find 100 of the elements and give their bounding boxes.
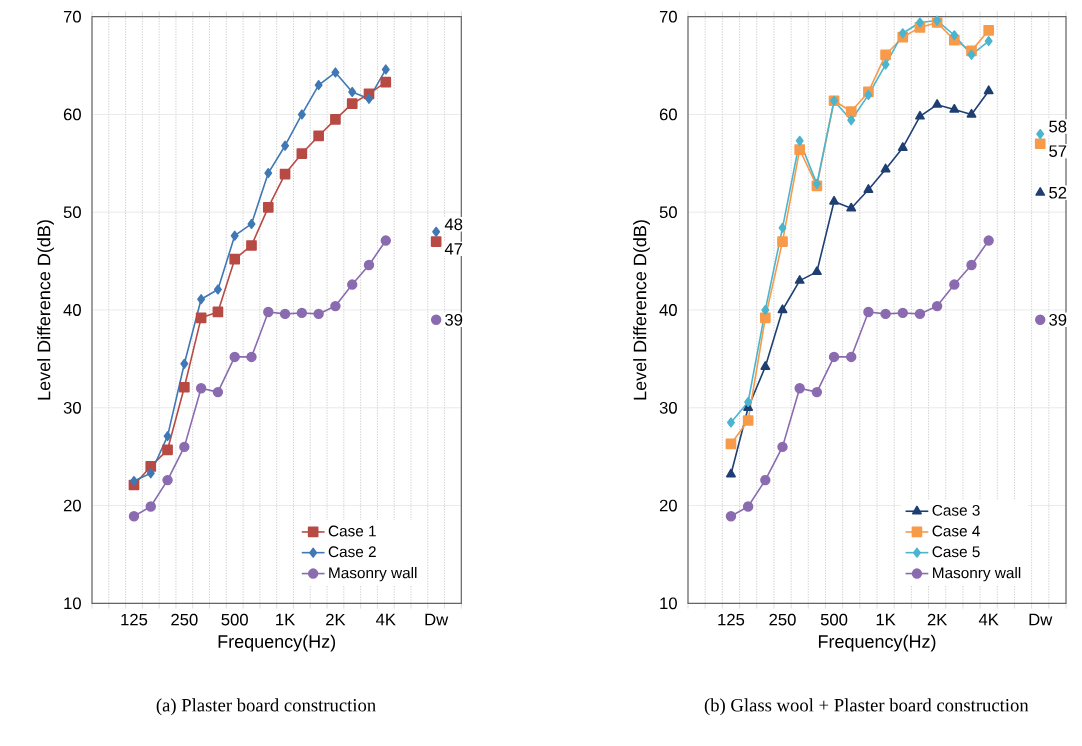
point: [794, 144, 806, 155]
y-tick-label: 50: [659, 206, 677, 219]
point: [914, 308, 926, 320]
x-tick-label: 250: [769, 613, 796, 626]
point: [880, 49, 891, 61]
point: [725, 438, 737, 450]
point: [847, 115, 856, 126]
point: [179, 441, 190, 453]
point: [966, 108, 977, 118]
point: [863, 184, 874, 193]
point: [897, 142, 908, 151]
y-tick-label: 70: [63, 10, 81, 23]
point: [932, 99, 943, 108]
point: [212, 306, 224, 318]
x-axis-title: Frequency(Hz): [818, 634, 936, 652]
point: [759, 312, 771, 324]
point: [966, 259, 977, 271]
point: [880, 163, 891, 173]
x-tick-label: 2K: [927, 613, 948, 626]
point: [983, 235, 994, 246]
point: [950, 30, 959, 41]
point: [162, 474, 173, 486]
point: [863, 306, 874, 318]
legend-label: Case 3: [932, 504, 980, 516]
point: [725, 511, 737, 522]
x-tick-label: 4K: [978, 613, 999, 626]
legend-label: Case 4: [932, 525, 980, 537]
x-tick-label: 125: [718, 613, 745, 626]
point: [949, 103, 960, 113]
point: [195, 312, 207, 324]
point: [179, 381, 190, 393]
point: [898, 28, 907, 39]
point: [897, 307, 908, 319]
point: [264, 168, 273, 179]
y-tick-label: 60: [659, 108, 677, 121]
point: [162, 444, 173, 456]
point: [811, 266, 822, 276]
point: [761, 304, 770, 316]
point: [331, 67, 340, 78]
point: [430, 314, 442, 325]
point: [828, 351, 840, 363]
x-tick-label: 500: [221, 613, 248, 626]
point: [983, 25, 995, 36]
point: [348, 86, 357, 98]
x-tick-label: 500: [820, 613, 848, 626]
point: [846, 351, 857, 363]
point: [777, 441, 788, 453]
legend-label: Case 2: [328, 546, 376, 558]
x-tick-label: 1K: [876, 613, 896, 626]
point: [1036, 128, 1045, 140]
x-axis-title: Frequency(Hz): [218, 634, 336, 652]
x-tick-label: 1K: [276, 613, 296, 626]
data-label: 39: [445, 313, 463, 326]
point: [230, 230, 239, 241]
point: [365, 93, 374, 104]
data-label: 47: [444, 243, 463, 255]
legend-label: Case 5: [932, 546, 980, 558]
legend-label: Masonry wall: [933, 567, 1021, 582]
point: [1035, 187, 1046, 196]
point: [197, 294, 206, 305]
y-tick-label: 20: [659, 499, 677, 512]
point: [180, 358, 189, 369]
legend-label: Case 1: [328, 525, 376, 537]
point: [744, 396, 753, 407]
point: [726, 468, 736, 478]
x-tick-label: Dw: [1029, 613, 1053, 626]
x-tick-label: Dw: [425, 613, 449, 626]
point: [760, 361, 771, 370]
point: [246, 240, 257, 251]
y-tick-label: 50: [63, 206, 81, 219]
point: [129, 476, 138, 487]
point: [346, 98, 358, 110]
point: [313, 308, 324, 320]
point: [279, 308, 291, 320]
point: [381, 64, 390, 75]
point: [778, 222, 787, 233]
point: [380, 235, 391, 246]
y-tick-label: 10: [660, 597, 677, 610]
point: [296, 307, 308, 319]
y-tick-label: 60: [63, 108, 81, 121]
point: [314, 80, 323, 91]
point: [163, 431, 172, 442]
point: [195, 383, 207, 394]
point: [983, 85, 994, 95]
x-tick-label: 4K: [375, 613, 396, 626]
point: [263, 306, 274, 318]
point: [795, 135, 804, 146]
text: (b) Glass wool + Plaster board construction: [704, 698, 1029, 716]
legend-label: Masonry wall: [329, 567, 417, 582]
data-label: 52: [1049, 186, 1067, 199]
point: [313, 130, 324, 142]
point: [845, 106, 857, 117]
point: [128, 511, 140, 522]
point: [881, 59, 890, 70]
point: [777, 304, 788, 314]
point: [213, 284, 222, 295]
y-tick-label: 10: [64, 597, 81, 610]
point: [246, 351, 257, 363]
y-axis-title: Level Difference D(dB): [633, 220, 650, 400]
point: [1034, 138, 1046, 150]
